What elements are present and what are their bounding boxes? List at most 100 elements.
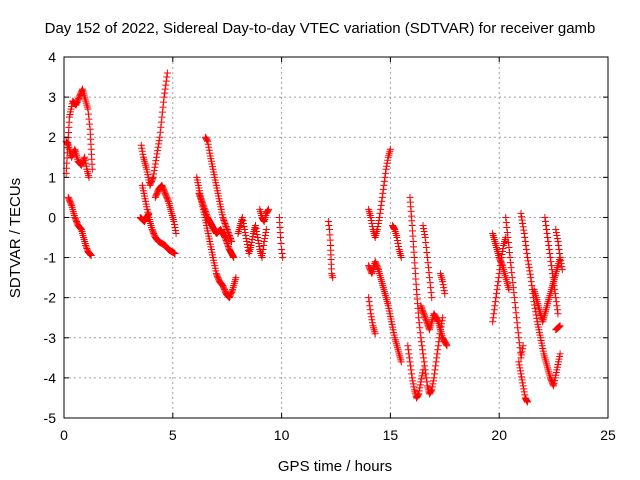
data-point xyxy=(395,243,403,251)
data-point xyxy=(86,120,94,128)
data-point xyxy=(366,306,374,314)
data-point xyxy=(265,205,273,213)
data-point xyxy=(513,314,521,322)
data-point xyxy=(151,160,159,168)
data-point xyxy=(515,361,523,369)
data-point xyxy=(394,240,402,248)
data-point xyxy=(415,314,423,322)
data-point xyxy=(329,274,337,282)
data-point xyxy=(224,228,232,236)
data-point xyxy=(374,219,382,227)
data-point xyxy=(505,286,513,294)
data-point xyxy=(382,169,390,177)
data-point xyxy=(550,282,558,290)
data-point xyxy=(407,366,415,374)
data-point xyxy=(365,294,373,302)
data-point xyxy=(427,387,435,395)
data-point xyxy=(512,309,520,317)
data-point xyxy=(520,229,528,237)
data-point xyxy=(380,177,388,185)
data-point xyxy=(518,351,526,359)
data-point xyxy=(241,225,249,233)
data-point xyxy=(390,224,398,232)
data-point xyxy=(255,243,263,251)
data-point xyxy=(507,259,515,267)
data-point xyxy=(154,143,162,151)
data-point xyxy=(157,123,165,131)
data-point xyxy=(160,98,168,106)
data-point xyxy=(552,225,560,233)
data-point xyxy=(145,209,153,217)
data-point xyxy=(417,338,425,346)
x-axis-label: GPS time / hours xyxy=(278,458,392,475)
data-point xyxy=(368,316,376,324)
data-point xyxy=(377,205,385,213)
data-point xyxy=(430,374,438,382)
data-point xyxy=(434,317,442,325)
data-point xyxy=(377,201,385,209)
data-point xyxy=(149,173,157,181)
data-point xyxy=(153,150,161,158)
data-point xyxy=(551,286,559,294)
data-point xyxy=(423,254,431,262)
data-point xyxy=(149,175,157,183)
data-point xyxy=(519,345,527,353)
data-point xyxy=(264,206,272,214)
data-point xyxy=(518,216,526,224)
x-tick-label: 10 xyxy=(274,427,290,443)
data-point xyxy=(258,254,266,262)
data-point xyxy=(545,246,553,254)
data-point xyxy=(199,201,207,209)
data-point xyxy=(156,133,164,141)
data-point xyxy=(410,383,418,391)
data-point xyxy=(502,213,510,221)
data-point xyxy=(415,390,423,398)
data-point xyxy=(514,329,522,337)
data-point xyxy=(520,385,528,393)
data-point xyxy=(510,294,518,302)
data-point xyxy=(515,358,523,366)
data-point xyxy=(407,362,415,370)
data-point xyxy=(494,278,502,286)
data-point xyxy=(420,227,428,235)
data-point xyxy=(154,147,162,155)
data-point xyxy=(162,81,170,89)
data-point xyxy=(242,231,250,239)
data-point xyxy=(558,263,566,271)
data-point xyxy=(409,377,417,385)
data-point xyxy=(138,144,146,152)
data-point xyxy=(278,250,286,258)
data-point xyxy=(164,196,172,204)
data-point xyxy=(204,140,212,148)
data-point xyxy=(491,302,499,310)
data-point xyxy=(278,246,286,254)
data-point xyxy=(259,250,267,258)
data-point xyxy=(381,173,389,181)
data-point xyxy=(421,312,429,320)
data-point xyxy=(87,252,95,260)
data-point xyxy=(224,241,232,249)
y-tick-label: 2 xyxy=(48,129,56,145)
data-point xyxy=(541,217,549,225)
data-point xyxy=(490,306,498,314)
data-point xyxy=(324,217,332,225)
data-point xyxy=(420,224,428,232)
data-point xyxy=(507,264,515,272)
data-point xyxy=(383,159,391,167)
data-point xyxy=(421,314,429,322)
data-point xyxy=(247,242,255,250)
data-point xyxy=(144,210,152,218)
chart-title: Day 152 of 2022, Sidereal Day-to-day VTE… xyxy=(45,20,596,37)
data-point xyxy=(409,380,417,388)
data-point xyxy=(85,173,93,181)
data-point xyxy=(508,269,516,277)
data-point xyxy=(543,229,551,237)
data-point xyxy=(156,128,164,136)
data-point xyxy=(434,346,442,354)
data-point xyxy=(519,219,527,227)
x-tick-label: 5 xyxy=(169,427,177,443)
data-point xyxy=(82,243,90,251)
data-point xyxy=(386,145,394,153)
data-point xyxy=(419,308,427,316)
